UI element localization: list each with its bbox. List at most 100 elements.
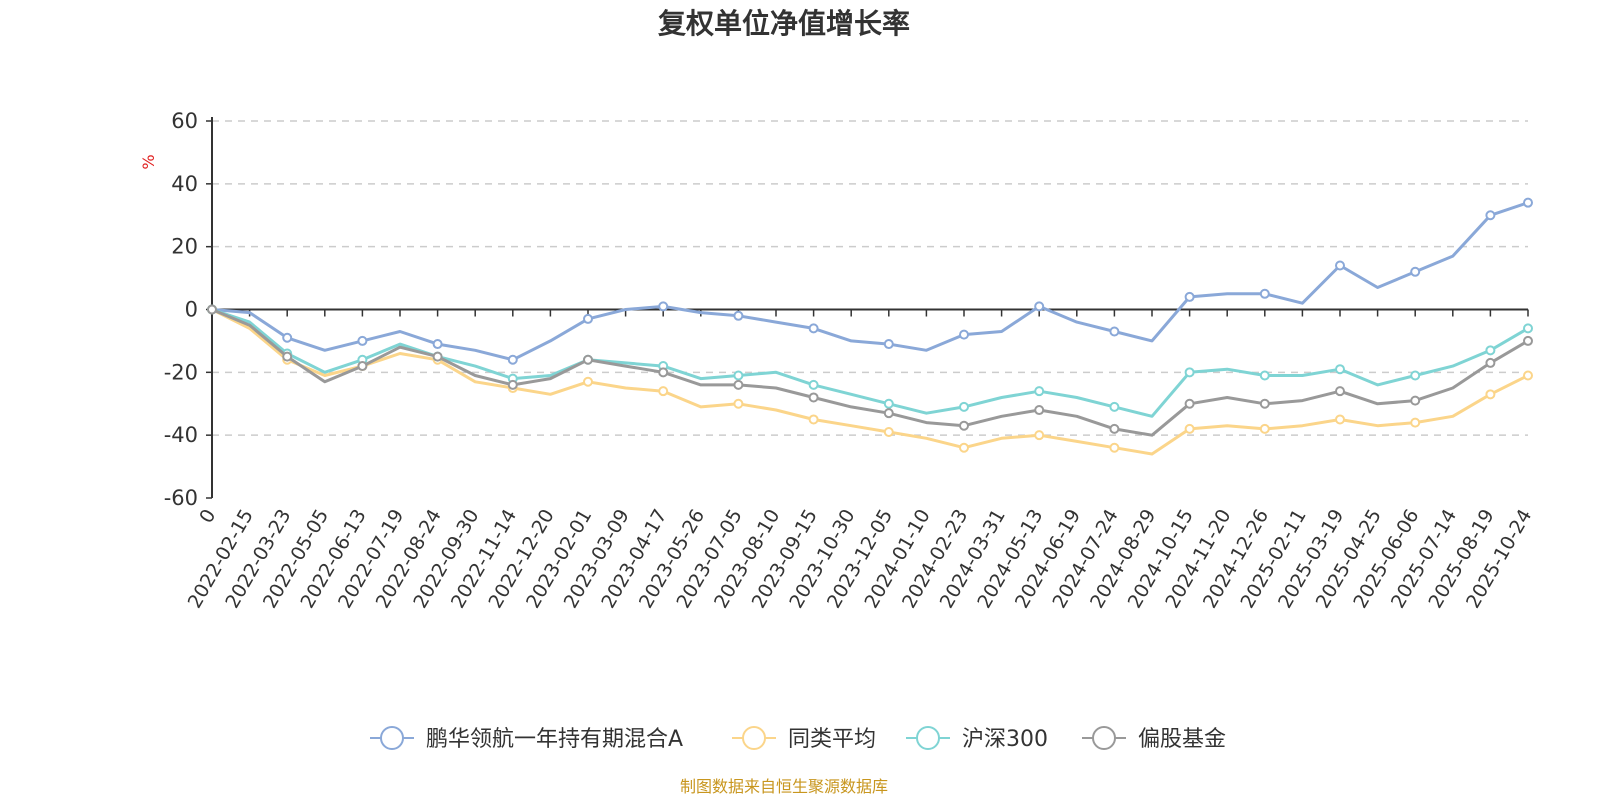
data-point	[1259, 370, 1270, 381]
data-point	[1410, 370, 1421, 381]
data-point	[808, 392, 819, 403]
data-point	[1523, 323, 1533, 334]
legend-label: 沪深300	[962, 727, 1048, 752]
data-point	[1109, 326, 1120, 337]
series-3	[207, 304, 1533, 418]
legend-label: 偏股基金	[1138, 727, 1226, 752]
data-point	[883, 398, 894, 409]
data-point	[959, 420, 969, 431]
legend-marker	[1092, 726, 1116, 750]
y-tick-label: -40	[164, 423, 198, 447]
data-point	[1034, 386, 1045, 397]
data-point	[1485, 345, 1496, 356]
data-point	[1523, 370, 1533, 381]
data-point	[1034, 430, 1045, 441]
data-point	[1184, 398, 1195, 409]
data-point	[733, 310, 744, 321]
legend-item[interactable]: 同类平均	[732, 726, 876, 752]
axes	[211, 117, 1528, 498]
data-point	[432, 339, 443, 350]
y-tick-label: 60	[171, 109, 198, 133]
data-point	[1184, 291, 1195, 302]
legend-marker	[916, 726, 940, 750]
data-point	[1485, 389, 1496, 400]
data-point	[959, 329, 969, 340]
series-line	[210, 308, 1530, 437]
data-point	[883, 339, 894, 350]
data-point	[1109, 423, 1120, 434]
series-4	[207, 304, 1533, 437]
data-point	[1485, 210, 1496, 221]
y-axis-unit: %	[139, 154, 158, 169]
data-point	[357, 335, 368, 346]
source-note: 制图数据来自恒生聚源数据库	[680, 777, 888, 796]
data-point	[733, 370, 744, 381]
data-point	[1034, 301, 1045, 312]
legend-label: 同类平均	[788, 727, 876, 752]
y-tick-label: 20	[171, 235, 198, 259]
data-point	[883, 408, 894, 419]
data-point	[583, 313, 593, 324]
data-point	[959, 401, 969, 412]
data-point	[733, 398, 744, 409]
grid-lines	[212, 120, 1528, 436]
data-point	[1410, 417, 1421, 428]
legend-item[interactable]: 偏股基金	[1082, 726, 1226, 752]
legend-marker	[380, 726, 404, 750]
data-point	[282, 332, 293, 343]
data-point	[1335, 364, 1345, 375]
data-point	[1523, 197, 1533, 208]
data-point	[207, 304, 217, 315]
series-line	[210, 308, 1530, 418]
data-point	[357, 361, 368, 372]
data-point	[1184, 423, 1195, 434]
data-point	[583, 376, 593, 387]
data-point	[1523, 335, 1533, 346]
legend[interactable]: 鹏华领航一年持有期混合A 同类平均 沪深300 偏股基金	[370, 726, 1226, 752]
y-tick-label: 40	[171, 172, 198, 196]
y-tick-label: 0	[185, 298, 198, 322]
data-point	[959, 442, 969, 453]
y-tick-label: -60	[164, 486, 198, 510]
data-point	[1335, 260, 1345, 271]
data-point	[808, 323, 819, 334]
data-point	[808, 414, 819, 425]
legend-item[interactable]: 鹏华领航一年持有期混合A	[370, 726, 683, 752]
data-point	[507, 379, 518, 390]
legend-item[interactable]: 沪深300	[906, 726, 1048, 752]
y-tick-label: -20	[164, 360, 198, 384]
data-point	[583, 354, 593, 365]
data-point	[1109, 401, 1120, 412]
data-point	[1109, 442, 1120, 453]
data-point	[658, 367, 669, 378]
series-lines	[207, 197, 1533, 456]
legend-marker	[742, 726, 766, 750]
data-point	[1410, 395, 1421, 406]
data-point	[733, 379, 744, 390]
series-2	[207, 304, 1533, 456]
data-point	[1034, 405, 1045, 416]
legend-label: 鹏华领航一年持有期混合A	[426, 727, 683, 752]
series-line	[210, 308, 1530, 456]
data-point	[883, 427, 894, 438]
y-tick-labels: 60 40 20 0 -20 -40 -60	[164, 109, 212, 510]
series-line	[210, 201, 1530, 362]
x-tick-label: 0	[195, 506, 220, 527]
data-point	[808, 379, 819, 390]
data-point	[1410, 266, 1421, 277]
data-point	[1259, 398, 1270, 409]
series-1	[207, 197, 1533, 365]
data-point	[1259, 423, 1270, 434]
data-point	[282, 351, 293, 362]
data-point	[1485, 357, 1496, 368]
data-point	[658, 301, 669, 312]
data-point	[432, 351, 443, 362]
data-point	[1259, 288, 1270, 299]
chart-title: 复权单位净值增长率	[658, 7, 910, 40]
data-point	[1335, 414, 1345, 425]
data-point	[1184, 367, 1195, 378]
data-point	[1335, 386, 1345, 397]
data-point	[507, 354, 518, 365]
data-point	[658, 386, 669, 397]
